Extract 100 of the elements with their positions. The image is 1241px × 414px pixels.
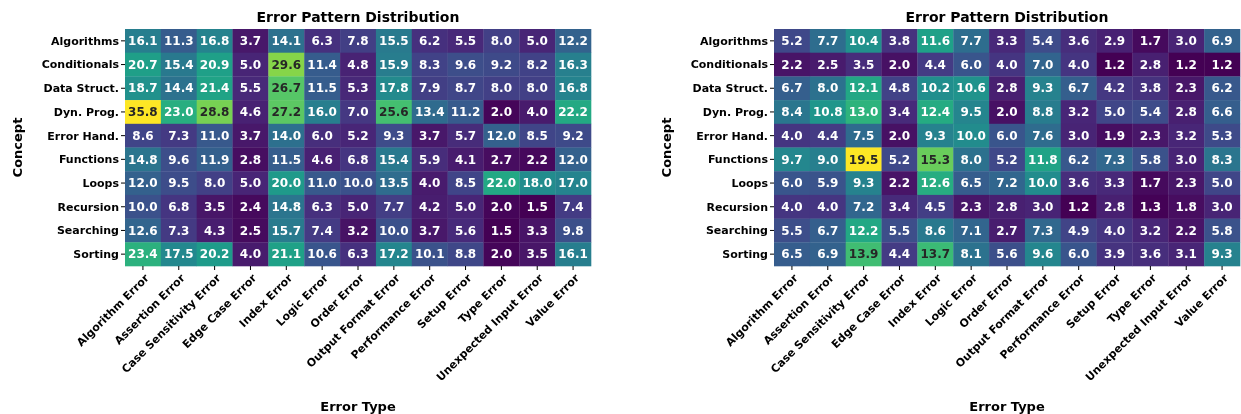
data-label: 11.2 xyxy=(450,105,481,120)
data-label: 35.8 xyxy=(128,105,158,120)
data-label: 7.4 xyxy=(311,223,333,238)
data-label: 14.0 xyxy=(271,128,302,143)
data-label: 3.6 xyxy=(1139,247,1162,262)
data-label: 11.4 xyxy=(307,57,337,72)
data-label: 6.0 xyxy=(996,128,1018,143)
data-label: 6.3 xyxy=(311,34,333,49)
y-tick-label: Searching xyxy=(705,224,768,238)
data-label: 5.2 xyxy=(347,128,369,143)
data-label: 14.8 xyxy=(128,152,158,167)
data-label: 13.9 xyxy=(848,247,879,262)
data-label: 3.6 xyxy=(1068,176,1090,191)
data-label: 13.0 xyxy=(848,105,879,120)
data-label: 5.8 xyxy=(1139,152,1162,167)
data-label: 3.2 xyxy=(1175,128,1197,143)
y-tick-label: Loops xyxy=(731,176,769,190)
data-label: 2.7 xyxy=(490,152,513,167)
data-label: 16.1 xyxy=(558,247,588,262)
data-label: 18.0 xyxy=(522,176,553,191)
data-label: 2.8 xyxy=(1103,199,1126,214)
data-label: 3.0 xyxy=(1175,34,1197,49)
data-label: 3.0 xyxy=(1032,199,1054,214)
data-label: 6.0 xyxy=(1068,247,1090,262)
data-label: 10.6 xyxy=(307,247,337,262)
y-axis-title: Concept xyxy=(10,117,25,178)
data-label: 6.9 xyxy=(817,247,839,262)
data-label: 7.3 xyxy=(1103,152,1126,167)
data-label: 2.2 xyxy=(1175,223,1197,238)
data-label: 5.0 xyxy=(526,34,548,49)
data-label: 6.7 xyxy=(817,223,839,238)
data-label: 15.9 xyxy=(379,57,409,72)
data-label: 4.8 xyxy=(347,57,369,72)
data-label: 9.3 xyxy=(852,176,875,191)
data-label: 6.0 xyxy=(311,128,333,143)
data-label: 11.8 xyxy=(1028,152,1058,167)
data-label: 4.2 xyxy=(419,199,441,214)
data-label: 8.8 xyxy=(454,247,477,262)
data-label: 3.2 xyxy=(1068,105,1090,120)
data-label: 22.2 xyxy=(558,105,588,120)
data-label: 5.2 xyxy=(996,152,1018,167)
data-label: 6.3 xyxy=(347,247,369,262)
data-label: 5.9 xyxy=(817,176,839,191)
data-label: 1.9 xyxy=(1103,128,1126,143)
data-label: 12.0 xyxy=(558,152,588,167)
data-label: 14.4 xyxy=(163,81,194,96)
x-axis-title: Error Type xyxy=(969,399,1045,414)
data-label: 8.0 xyxy=(960,152,982,167)
y-tick-label: Functions xyxy=(58,153,120,167)
data-label: 2.8 xyxy=(239,152,262,167)
data-label: 11.0 xyxy=(199,128,230,143)
data-label: 5.3 xyxy=(347,81,369,96)
data-label: 9.6 xyxy=(454,57,477,72)
data-label: 15.7 xyxy=(271,223,302,238)
data-label: 2.5 xyxy=(239,223,262,238)
data-label: 6.0 xyxy=(960,57,982,72)
data-label: 4.0 xyxy=(817,199,839,214)
data-label: 1.7 xyxy=(1139,176,1162,191)
data-label: 17.8 xyxy=(379,81,409,96)
data-label: 3.8 xyxy=(1139,81,1162,96)
data-label: 2.2 xyxy=(781,57,803,72)
y-tick-label: Searching xyxy=(56,224,119,238)
data-label: 2.8 xyxy=(996,199,1018,214)
data-label: 3.5 xyxy=(526,247,548,262)
data-label: 10.8 xyxy=(812,105,843,120)
data-label: 9.3 xyxy=(924,128,946,143)
data-label: 4.1 xyxy=(454,152,477,167)
data-label: 6.6 xyxy=(1211,105,1233,120)
data-label: 5.7 xyxy=(454,128,477,143)
data-label: 4.0 xyxy=(996,57,1018,72)
data-label: 20.2 xyxy=(199,247,230,262)
data-label: 8.0 xyxy=(490,34,513,49)
y-axis-title: Concept xyxy=(659,117,674,178)
data-label: 15.3 xyxy=(920,152,951,167)
y-tick-label: Sorting xyxy=(722,248,768,261)
data-label: 6.7 xyxy=(781,81,803,96)
data-label: 3.7 xyxy=(419,223,441,238)
x-axis-title: Error Type xyxy=(320,399,396,414)
data-label: 2.0 xyxy=(888,57,911,72)
data-label: 1.5 xyxy=(490,223,513,238)
data-label: 2.7 xyxy=(996,223,1018,238)
data-label: 4.6 xyxy=(239,105,262,120)
data-label: 15.5 xyxy=(379,34,409,49)
y-tick-label: Recursion xyxy=(706,200,768,214)
data-label: 2.2 xyxy=(888,176,911,191)
y-tick-label: Functions xyxy=(707,153,769,167)
data-label: 9.2 xyxy=(562,128,584,143)
data-label: 7.4 xyxy=(562,199,584,214)
data-label: 4.4 xyxy=(817,128,839,143)
data-label: 3.5 xyxy=(852,57,875,72)
data-label: 27.2 xyxy=(271,105,302,120)
data-label: 2.8 xyxy=(1139,57,1162,72)
data-label: 5.4 xyxy=(1032,34,1054,49)
data-label: 18.7 xyxy=(128,81,158,96)
data-label: 5.0 xyxy=(239,57,262,72)
data-label: 7.6 xyxy=(1032,128,1054,143)
data-label: 12.2 xyxy=(558,34,588,49)
data-label: 3.8 xyxy=(888,34,911,49)
data-label: 2.3 xyxy=(960,199,982,214)
y-tick-label: Algorithms xyxy=(50,34,120,48)
